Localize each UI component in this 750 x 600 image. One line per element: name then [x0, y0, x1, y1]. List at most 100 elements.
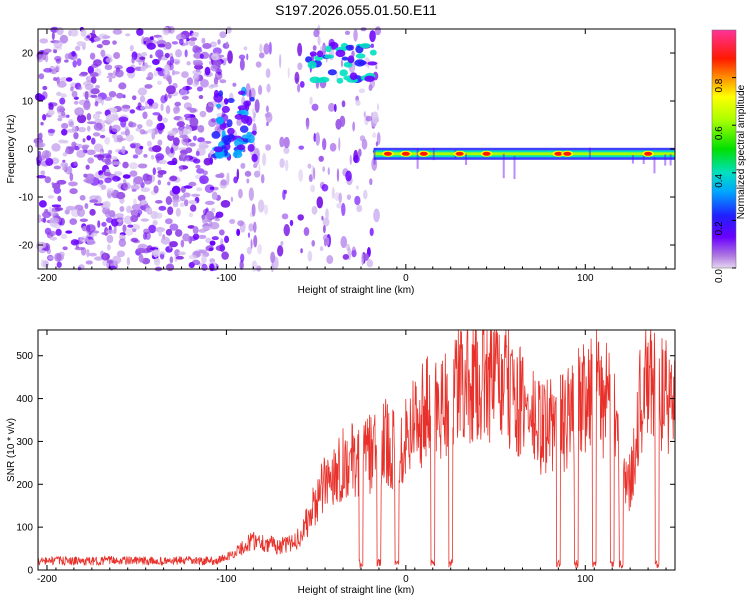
spectrogram-noise-blob [126, 256, 131, 266]
spectrogram-noise-blob [51, 143, 61, 152]
spectrogram-streak [315, 132, 320, 146]
spectrogram-noise-blob [105, 154, 112, 161]
spectrogram-streak [376, 132, 381, 145]
spectrogram-noise-blob [137, 244, 148, 249]
spectrogram-noise-blob [62, 246, 68, 251]
spectrogram-xtick-label: -100 [216, 273, 236, 284]
spectrogram-streak [322, 166, 325, 173]
spectrogram-noise-blob [93, 202, 104, 206]
spectrogram-noise-blob [86, 135, 92, 141]
spectrogram-noise-blob [155, 226, 166, 233]
spectrogram-image [33, 24, 675, 273]
spectrogram-streak [233, 176, 238, 184]
spectrogram-noise-blob [108, 78, 113, 83]
spectrogram-line-spike [669, 154, 672, 166]
spectrogram-cluster-blob [234, 113, 244, 120]
spectrogram-noise-blob [201, 37, 206, 44]
spectrogram-noise-blob [112, 40, 117, 45]
spectrogram-noise-blob [78, 86, 83, 91]
spectrogram-noise-blob [178, 147, 188, 151]
colorbar-tick-label: 0.2 [714, 221, 725, 235]
spectrogram-noise-blob [89, 195, 99, 201]
spectrogram-noise-blob [137, 124, 143, 129]
spectrogram-noise-blob [104, 159, 112, 166]
spectrogram-streak [342, 254, 350, 260]
spectrogram-noise-blob [200, 79, 209, 88]
spectrogram-noise-blob [62, 166, 66, 171]
spectrogram-noise-blob [96, 44, 103, 49]
spectrogram-streak [340, 236, 348, 249]
spectrogram-streak [338, 192, 342, 204]
spectrogram-streak [341, 100, 346, 108]
colorbar-ticks: 0.0 0.2 0.4 0.6 0.8 [714, 77, 736, 283]
spectrogram-noise-blob [43, 48, 52, 53]
snr-ytick-label: 300 [16, 437, 33, 448]
spectrogram-noise-blob [167, 206, 174, 216]
spectrogram-streak [257, 243, 263, 255]
spectrogram-noise-blob [38, 200, 47, 208]
spectrogram-noise-blob [130, 209, 139, 213]
spectrogram-noise-blob [85, 164, 90, 170]
spectrogram-cluster-blob [226, 119, 233, 128]
spectrogram-noise-blob [121, 145, 126, 155]
spectrogram-noise-blob [98, 179, 104, 185]
spectrogram-noise-blob [198, 141, 209, 150]
spectrogram-noise-blob [146, 42, 156, 50]
snr-ytick-label: 500 [16, 351, 33, 362]
spectrogram-streak [345, 170, 352, 182]
spectrogram-y-axis-label: Frequency (Hz) [6, 115, 17, 184]
snr-xtick-label: -200 [37, 574, 57, 585]
spectrogram-noise-blob [196, 168, 205, 174]
spectrogram-noise-blob [152, 58, 160, 66]
spectrogram-streak [298, 169, 304, 182]
spectrogram-noise-blob [80, 28, 87, 37]
spectrogram-noise-blob [186, 77, 194, 86]
snr-y-axis-label: SNR (10 * v/v) [6, 418, 17, 482]
spectrogram-noise-blob [191, 259, 201, 266]
spectrogram-noise-blob [129, 170, 138, 177]
spectrogram-noise-blob [36, 174, 47, 179]
spectrogram-noise-blob [174, 61, 180, 65]
spectrogram-noise-blob [71, 90, 78, 98]
spectrogram-noise-blob [118, 238, 127, 247]
spectrogram-noise-blob [139, 56, 146, 61]
spectrogram-noise-blob [100, 49, 106, 57]
spectrogram-noise-blob [115, 69, 124, 78]
spectrogram-noise-blob [94, 101, 99, 107]
spectrogram-streak [251, 260, 258, 272]
spectrogram-noise-blob [76, 149, 86, 158]
spectrogram-noise-blob [187, 225, 195, 229]
spectrogram-streak [352, 121, 356, 132]
spectrogram-cluster-blob [227, 97, 235, 104]
spectrogram-streak [253, 235, 258, 248]
spectrogram-noise-blob [143, 153, 148, 158]
spectrogram-streak [284, 159, 289, 172]
spectrogram-noise-blob [51, 68, 58, 75]
spectrogram-streak [236, 168, 240, 181]
spectrogram-noise-blob [192, 59, 203, 65]
spectrogram-streak [266, 83, 271, 93]
spectrogram-echo-blob [316, 77, 325, 83]
spectrogram-noise-blob [55, 58, 62, 64]
spectrogram-noise-blob [62, 159, 66, 163]
spectrogram-noise-blob [78, 73, 88, 77]
spectrogram-noise-blob [131, 57, 135, 64]
spectrogram-noise-blob [211, 191, 218, 200]
spectrogram-noise-blob [151, 102, 159, 110]
spectrogram-noise-blob [93, 122, 103, 131]
spectrogram-echo-blob [324, 54, 334, 59]
spectrogram-streak [311, 103, 319, 111]
spectrogram-noise-blob [209, 220, 213, 227]
spectrogram-noise-blob [192, 45, 200, 54]
spectrogram-streak [361, 138, 368, 150]
spectrogram-echo-blob [325, 45, 332, 53]
spectrogram-noise-blob [112, 213, 116, 219]
spectrogram-noise-blob [159, 159, 168, 165]
spectrogram-noise-blob [220, 179, 227, 186]
spectrogram-streak [336, 168, 340, 182]
spectrogram-noise-blob [42, 211, 52, 219]
spectrogram-streak [349, 154, 352, 166]
spectrogram-noise-blob [157, 52, 162, 62]
spectrogram-noise-blob [178, 126, 184, 136]
spectrogram-frame [37, 28, 676, 270]
